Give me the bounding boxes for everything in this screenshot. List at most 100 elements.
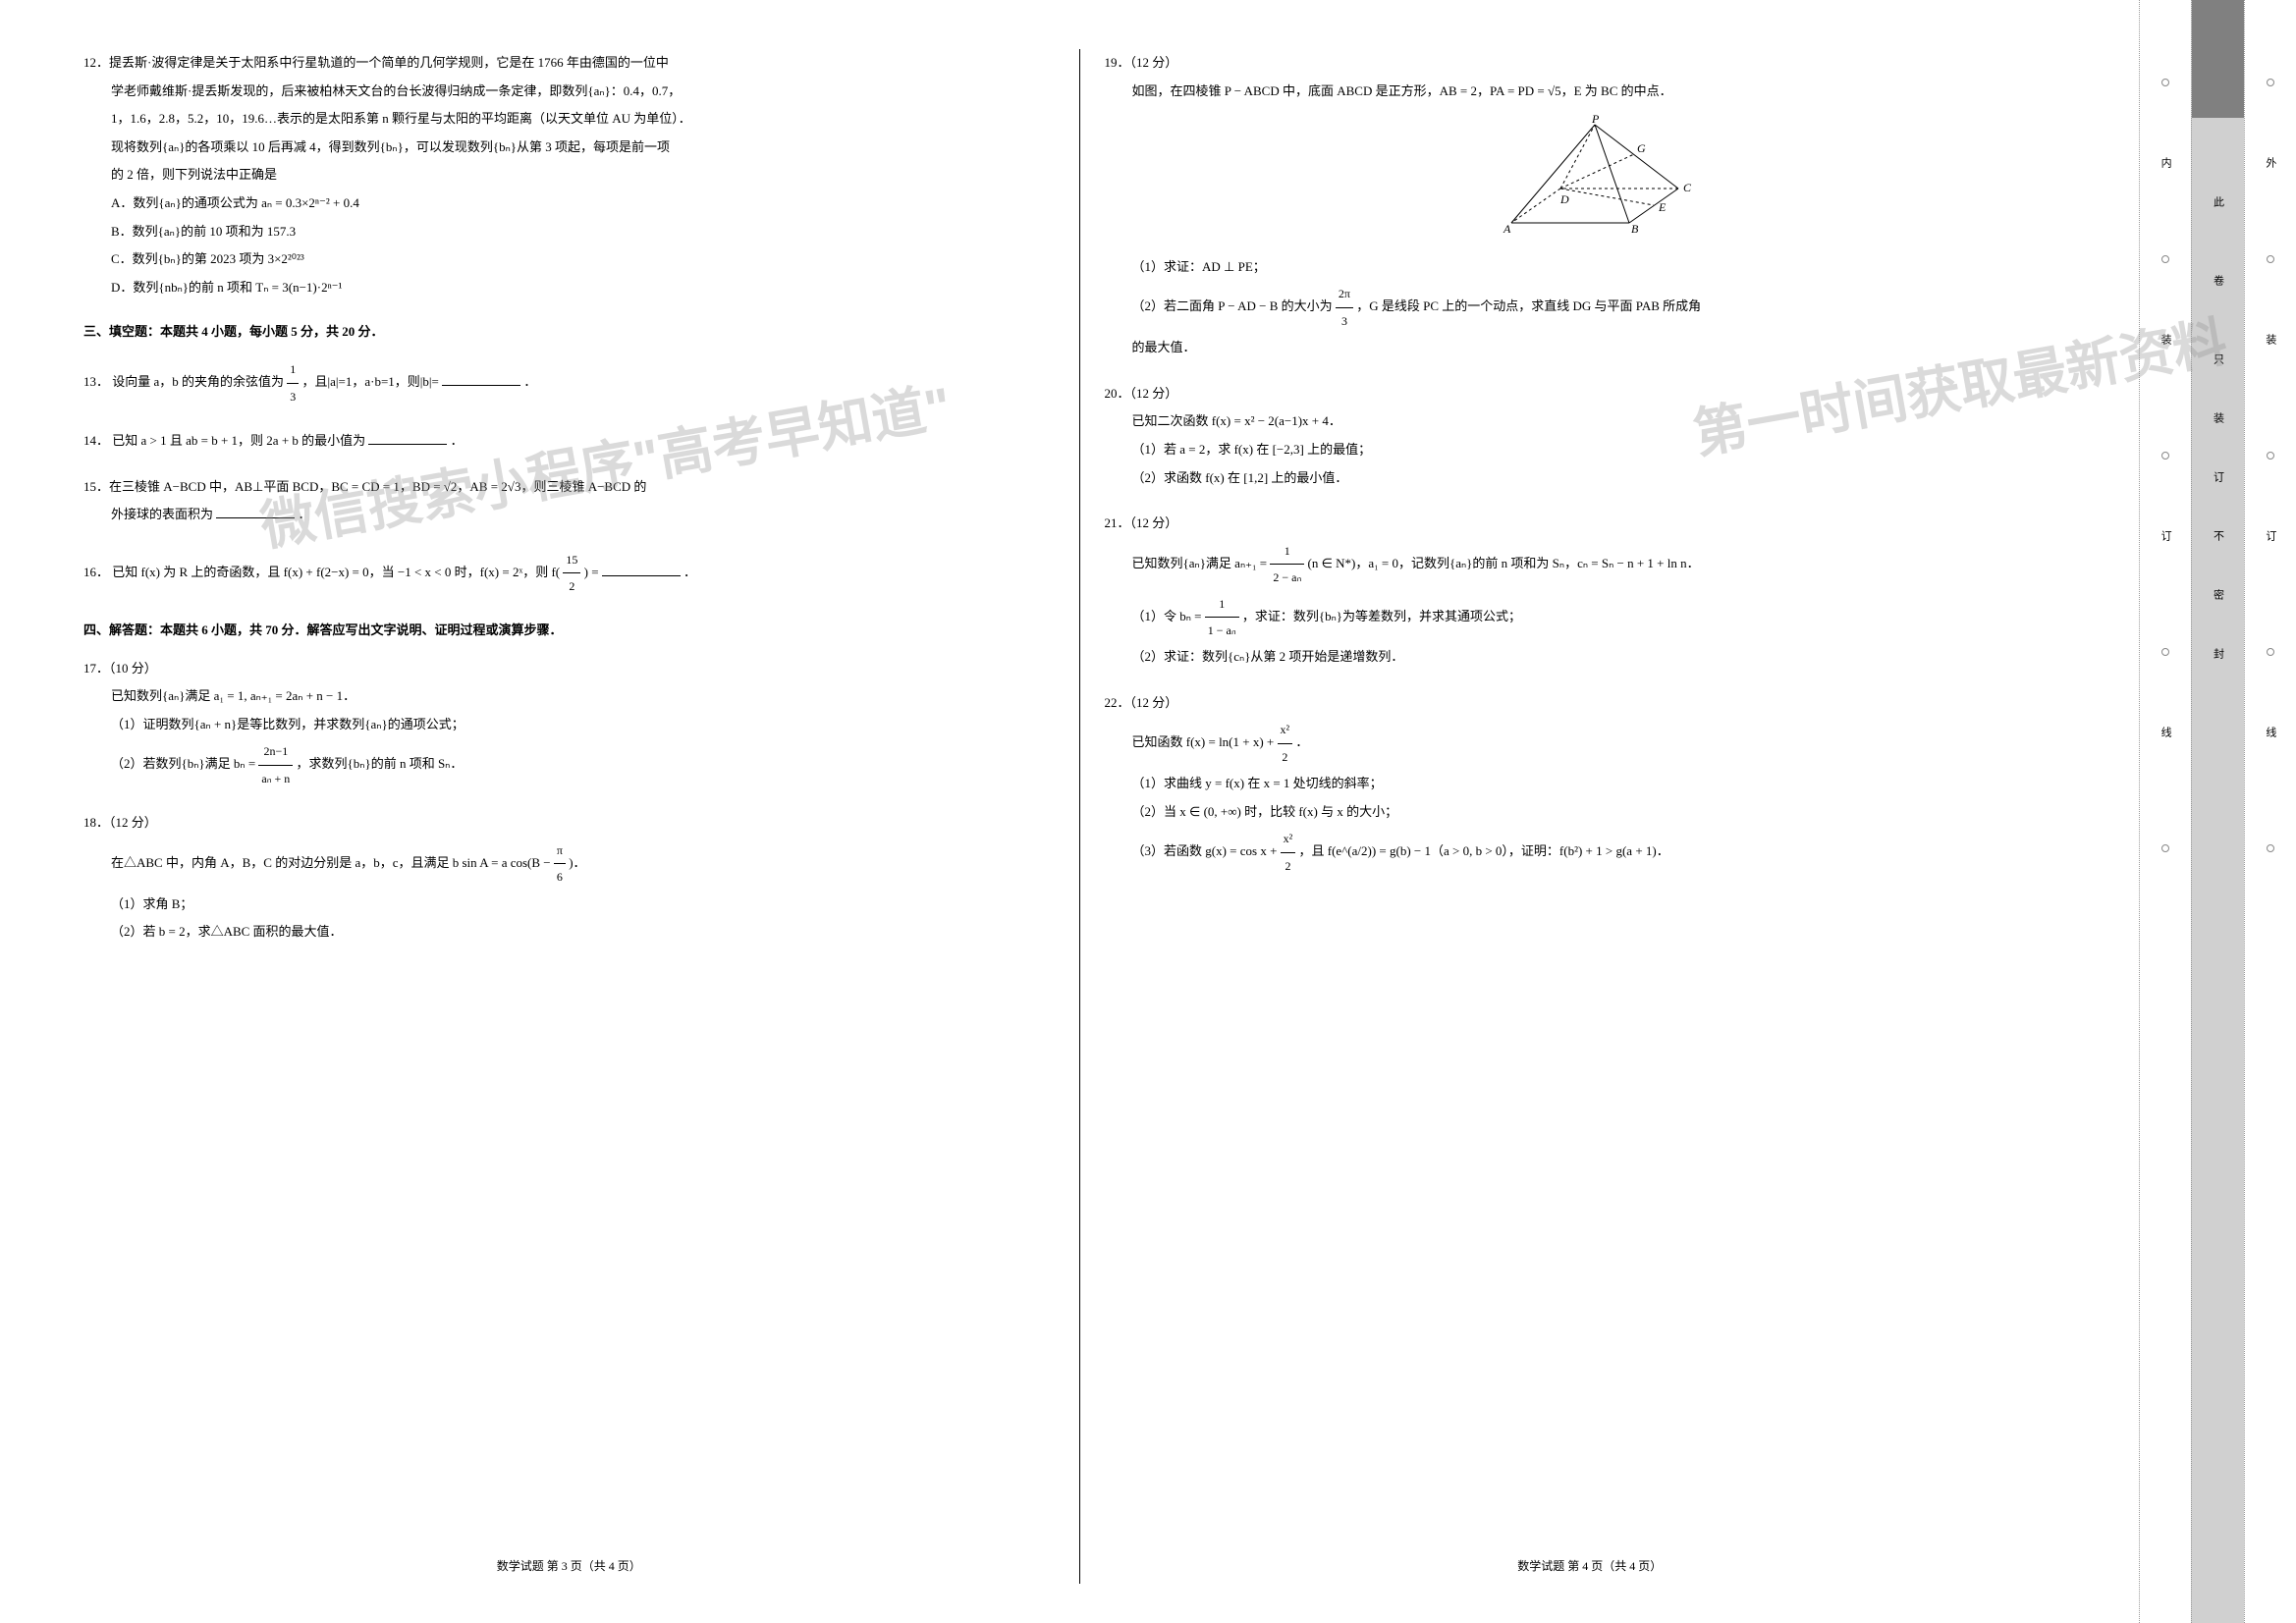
q19-sub1: （1）求证：AD ⊥ PE； xyxy=(1105,253,2076,282)
dot-icon xyxy=(2161,79,2169,86)
pyramid-svg: P G C E B A D xyxy=(1462,115,1718,233)
binding-char: 订 xyxy=(2158,530,2173,553)
question-20: 20．（12 分） 已知二次函数 f(x) = x² − 2(a−1)x + 4… xyxy=(1105,380,2076,492)
q16-number: 16． xyxy=(83,565,109,579)
q14-blank xyxy=(368,431,447,445)
q18-sub1: （1）求角 B； xyxy=(83,891,1055,919)
q13-blank xyxy=(442,372,520,386)
q20-sub2: （2）求函数 f(x) 在 [1,2] 上的最小值． xyxy=(1105,464,2076,493)
dot-icon xyxy=(2161,255,2169,263)
q12-number: 12． xyxy=(83,55,109,70)
svg-text:C: C xyxy=(1683,181,1692,194)
q12-optB: B．数列{aₙ}的前 10 项和为 157.3 xyxy=(83,218,1055,246)
q21-text: 已知数列{aₙ}满足 aₙ₊₁ = 12 − aₙ (n ∈ N*)，a₁ = … xyxy=(1105,538,2076,591)
q19-sub2-line2: 的最大值． xyxy=(1105,334,2076,362)
q12-line3: 1，1.6，2.8，5.2，10，19.6…表示的是太阳系第 n 颗行星与太阳的… xyxy=(83,105,1055,134)
binding-char: 装 xyxy=(2210,412,2225,435)
q14-number: 14． xyxy=(83,433,109,448)
section4-title: 四、解答题：本题共 6 小题，共 70 分．解答应写出文字说明、证明过程或演算步… xyxy=(83,618,1055,643)
dot-icon xyxy=(2267,844,2274,852)
q12-line2: 学老师戴维斯·提丢斯发现的，后来被柏林天文台的台长波得归纳成一条定律，即数列{a… xyxy=(83,78,1055,106)
binding-inner: 内 xyxy=(2158,157,2173,180)
dot-icon xyxy=(2161,452,2169,460)
binding-col-3: 外 装 订 线 xyxy=(2244,0,2296,1623)
svg-text:D: D xyxy=(1559,192,1569,206)
q19-points: （12 分） xyxy=(1130,55,1178,70)
q12-optD: D．数列{nbₙ}的前 n 项和 Tₙ = 3(n−1)·2ⁿ⁻¹ xyxy=(83,274,1055,302)
q21-sub2: （2）求证：数列{cₙ}从第 2 项开始是递增数列． xyxy=(1105,643,2076,672)
binding-char: 卷 xyxy=(2210,275,2225,298)
q12-line5: 的 2 倍，则下列说法中正确是 xyxy=(83,161,1055,189)
page-container: 12．提丢斯·波得定律是关于太阳系中行星轨道的一个简单的几何学规则，它是在 17… xyxy=(0,0,2296,1623)
binding-char: 密 xyxy=(2210,589,2225,612)
q18-text: 在△ABC 中，内角 A，B，C 的对边分别是 a，b，c，且满足 b sin … xyxy=(83,838,1055,891)
binding-char: 订 xyxy=(2210,471,2225,494)
q22-number: 22． xyxy=(1105,695,1130,710)
q20-sub1: （1）若 a = 2，求 f(x) 在 [−2,3] 上的最值； xyxy=(1105,436,2076,464)
q17-sub2: （2）若数列{bₙ}满足 bₙ = 2n−1aₙ + n ，求数列{bₙ}的前 … xyxy=(83,738,1055,791)
q15-text: 在三棱锥 A−BCD 中，AB⊥平面 BCD，BC = CD = 1，BD = … xyxy=(109,479,646,494)
right-column: 19．（12 分） 如图，在四棱锥 P − ABCD 中，底面 ABCD 是正方… xyxy=(1080,49,2101,1584)
left-column: 12．提丢斯·波得定律是关于太阳系中行星轨道的一个简单的几何学规则，它是在 17… xyxy=(59,49,1080,1584)
binding-dark-section xyxy=(2192,0,2243,118)
q21-points: （12 分） xyxy=(1130,515,1178,530)
binding-char: 封 xyxy=(2210,648,2225,671)
q17-text: 已知数列{aₙ}满足 a₁ = 1, aₙ₊₁ = 2aₙ + n − 1． xyxy=(83,682,1055,711)
binding-char: 只 xyxy=(2210,353,2225,376)
q16-frac: 152 xyxy=(563,547,580,600)
binding-col-1: 内 装 订 线 xyxy=(2139,0,2191,1623)
section3-title: 三、填空题：本题共 4 小题，每小题 5 分，共 20 分． xyxy=(83,319,1055,345)
dot-icon xyxy=(2267,79,2274,86)
dot-icon xyxy=(2267,452,2274,460)
q12-line1: 提丢斯·波得定律是关于太阳系中行星轨道的一个简单的几何学规则，它是在 1766 … xyxy=(109,55,669,70)
binding-char: 线 xyxy=(2158,727,2173,749)
q22-text: 已知函数 f(x) = ln(1 + x) + x²2 ． xyxy=(1105,717,2076,770)
svg-text:A: A xyxy=(1503,222,1511,233)
binding-area: 内 装 订 线 此 卷 只 装 订 不 密 封 外 装 订 xyxy=(2139,0,2296,1623)
q14-text: 已知 a > 1 且 ab = b + 1，则 2a + b 的最小值为 xyxy=(112,433,365,448)
q20-number: 20． xyxy=(1105,386,1130,401)
question-15: 15．在三棱锥 A−BCD 中，AB⊥平面 BCD，BC = CD = 1，BD… xyxy=(83,473,1055,529)
q20-text: 已知二次函数 f(x) = x² − 2(a−1)x + 4． xyxy=(1105,407,2076,436)
q12-optC: C．数列{bₙ}的第 2023 项为 3×2²⁰²³ xyxy=(83,245,1055,274)
q17-sub1: （1）证明数列{aₙ + n}是等比数列，并求数列{aₙ}的通项公式； xyxy=(83,711,1055,739)
q22-sub3: （3）若函数 g(x) = cos x + x²2 ，且 f(e^(a/2)) … xyxy=(1105,826,2076,879)
dot-icon xyxy=(2267,255,2274,263)
q15-text3: ． xyxy=(299,507,311,521)
svg-text:B: B xyxy=(1631,222,1639,233)
binding-char: 订 xyxy=(2263,530,2278,553)
binding-char: 不 xyxy=(2210,530,2225,553)
left-footer: 数学试题 第 3 页（共 4 页） xyxy=(59,1557,1079,1574)
question-14: 14． 已知 a > 1 且 ab = b + 1，则 2a + b 的最小值为… xyxy=(83,427,1055,456)
question-19: 19．（12 分） 如图，在四棱锥 P − ABCD 中，底面 ABCD 是正方… xyxy=(1105,49,2076,362)
q13-number: 13． xyxy=(83,374,109,389)
q14-text2: ． xyxy=(451,433,464,448)
q22-sub1: （1）求曲线 y = f(x) 在 x = 1 处切线的斜率； xyxy=(1105,770,2076,798)
q13-text3: ． xyxy=(523,374,536,389)
question-12: 12．提丢斯·波得定律是关于太阳系中行星轨道的一个简单的几何学规则，它是在 17… xyxy=(83,49,1055,301)
q21-number: 21． xyxy=(1105,515,1130,530)
svg-text:E: E xyxy=(1658,200,1667,214)
q20-points: （12 分） xyxy=(1130,386,1178,401)
q15-number: 15． xyxy=(83,479,109,494)
q19-number: 19． xyxy=(1105,55,1130,70)
q21-sub1: （1）令 bₙ = 11 − aₙ ，求证：数列{bₙ}为等差数列，并求其通项公… xyxy=(1105,591,2076,644)
svg-text:G: G xyxy=(1637,141,1646,155)
binding-outer: 外 xyxy=(2263,157,2278,180)
q15-text2: 外接球的表面积为 xyxy=(111,507,213,521)
question-13: 13． 设向量 a，b 的夹角的余弦值为 13 ，且|a|=1，a·b=1，则|… xyxy=(83,356,1055,409)
q18-points: （12 分） xyxy=(109,815,157,830)
q16-text2: ) = xyxy=(584,565,599,579)
q22-points: （12 分） xyxy=(1130,695,1178,710)
binding-char: 装 xyxy=(2263,334,2278,356)
q17-number: 17． xyxy=(83,661,109,676)
question-21: 21．（12 分） 已知数列{aₙ}满足 aₙ₊₁ = 12 − aₙ (n ∈… xyxy=(1105,510,2076,672)
right-footer: 数学试题 第 4 页（共 4 页） xyxy=(1080,1557,2101,1574)
dot-icon xyxy=(2267,648,2274,656)
q13-frac: 13 xyxy=(287,356,299,409)
dot-icon xyxy=(2161,648,2169,656)
q12-optA: A．数列{aₙ}的通项公式为 aₙ = 0.3×2ⁿ⁻² + 0.4 xyxy=(83,189,1055,218)
binding-char: 此 xyxy=(2210,196,2225,219)
pyramid-diagram: P G C E B A D xyxy=(1105,115,2076,243)
content-area: 12．提丢斯·波得定律是关于太阳系中行星轨道的一个简单的几何学规则，它是在 17… xyxy=(0,0,2139,1623)
